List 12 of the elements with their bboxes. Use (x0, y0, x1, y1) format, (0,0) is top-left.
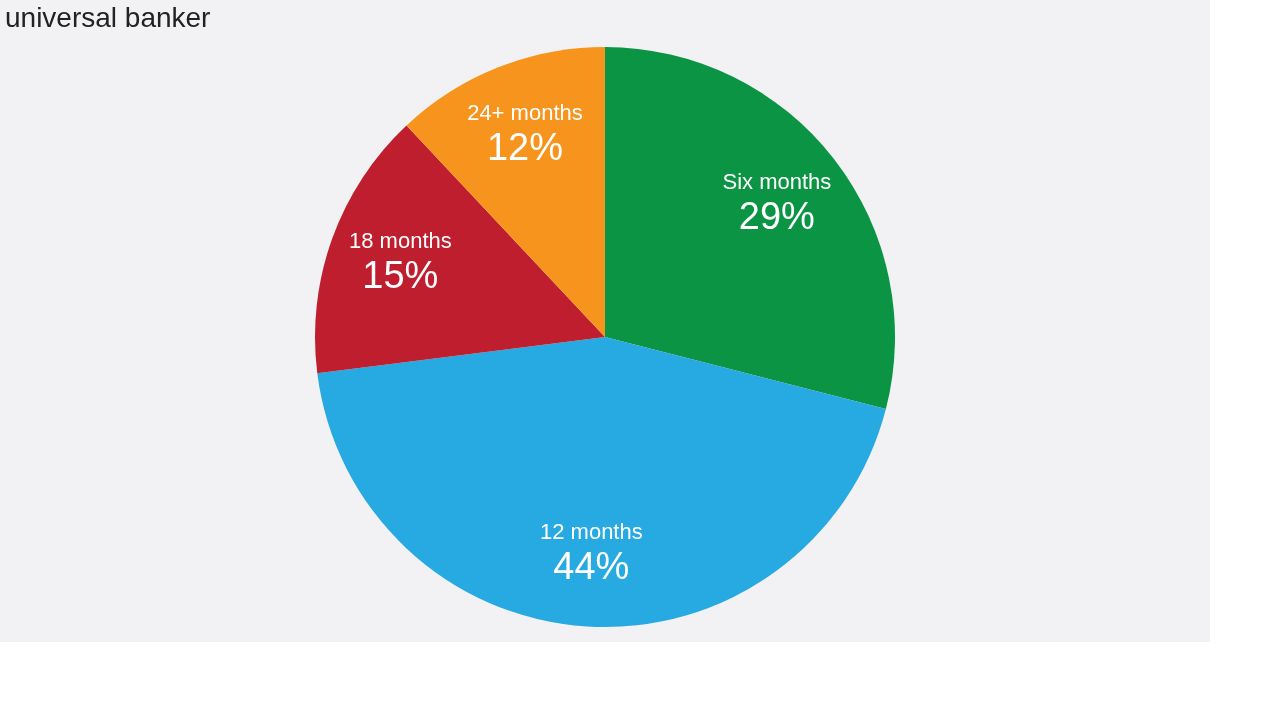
slice-label: 12 months (539, 519, 643, 545)
data-label: 15% (362, 254, 439, 297)
slice-label: 18 months (348, 228, 452, 254)
data-label: 12% (486, 125, 563, 168)
pie-slice (317, 337, 886, 627)
chart-title: universal banker (5, 2, 211, 33)
data-label: 29% (738, 194, 815, 237)
pie-slice (605, 47, 895, 410)
slice-label: Six months (722, 168, 832, 194)
data-label: 44% (553, 545, 630, 588)
pie-slice (315, 125, 605, 374)
slice-label: 24+ months (467, 99, 583, 125)
